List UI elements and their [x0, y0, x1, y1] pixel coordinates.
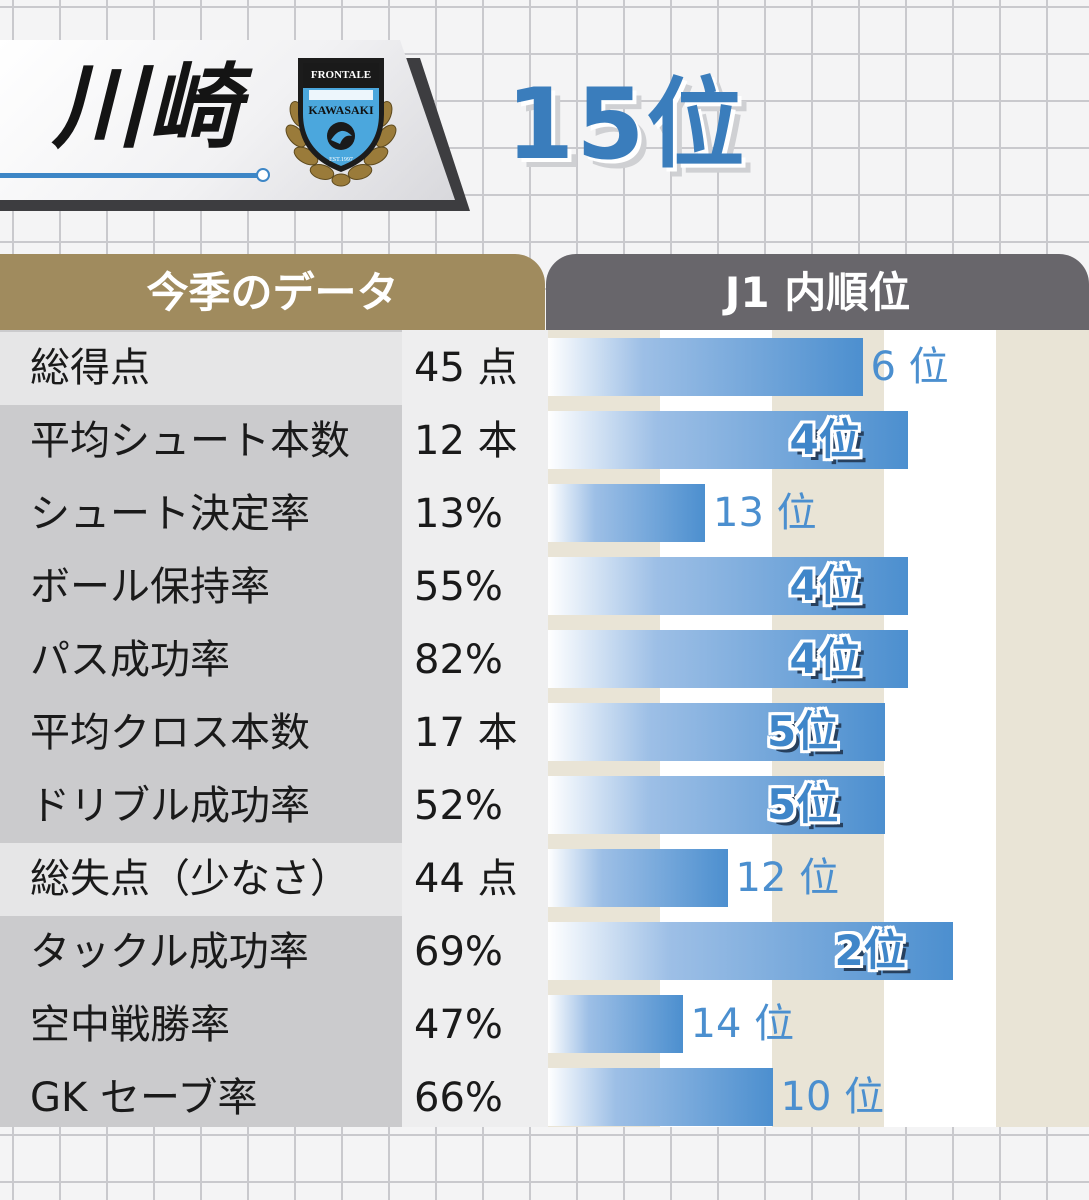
table-row: シュート決定率 13% 13 位: [0, 478, 1089, 551]
stat-label: タックル成功率: [30, 929, 309, 975]
stat-label: 平均クロス本数: [30, 710, 310, 756]
team-crest-logo: FRONTALE KAWASAKI EST.1997: [285, 58, 397, 187]
rank-bar: [548, 338, 863, 396]
rank-bar: [548, 630, 908, 688]
table-row: 総失点（少なさ） 44 点 12 位: [0, 843, 1089, 916]
stat-label: GK セーブ率: [30, 1075, 258, 1121]
overall-rank: 15位: [506, 68, 747, 182]
rank-bar: [548, 1068, 773, 1126]
rank-label: 5位: [767, 707, 839, 756]
stat-label: ボール保持率: [30, 564, 270, 610]
rank-label: 14 位: [690, 1001, 795, 1047]
season-data-header-text: 今季のデータ: [146, 268, 399, 317]
stat-value: 47%: [414, 1002, 503, 1048]
team-name: 川崎: [52, 54, 245, 161]
rank-bar: [548, 411, 908, 469]
stat-value: 17 本: [414, 710, 518, 756]
table-row: 平均クロス本数 17 本 5位: [0, 697, 1089, 770]
table-row: GK セーブ率 66% 10 位: [0, 1062, 1089, 1135]
league-rank-header-text: J1 内順位: [724, 268, 911, 317]
stat-label: 平均シュート本数: [30, 418, 350, 464]
accent-line: [0, 173, 262, 178]
label-column-bg: [0, 330, 402, 1127]
rank-label: 4位: [789, 561, 861, 610]
table-row: 総得点 45 点 6 位: [0, 332, 1089, 405]
rank-label: 5位: [767, 780, 839, 829]
svg-text:FRONTALE: FRONTALE: [311, 69, 371, 81]
svg-text:KAWASAKI: KAWASAKI: [308, 103, 374, 117]
league-rank-header: J1 内順位: [546, 254, 1089, 330]
rank-label: 10 位: [780, 1074, 885, 1120]
table-row: ボール保持率 55% 4位: [0, 551, 1089, 624]
stat-value: 69%: [414, 929, 503, 975]
rank-bar: [548, 922, 953, 980]
value-column-bg: [402, 330, 548, 1127]
rank-label: 12 位: [735, 855, 840, 901]
rank-bar: [548, 776, 885, 834]
table-row: 空中戦勝率 47% 14 位: [0, 989, 1089, 1062]
stat-label: シュート決定率: [30, 491, 310, 537]
rank-label: 2位: [834, 926, 906, 975]
stat-label: パス成功率: [30, 637, 230, 683]
stat-value: 45 点: [414, 345, 518, 391]
row-label-highlight: [0, 843, 402, 916]
stat-label: 総得点: [30, 345, 150, 391]
rank-bar: [548, 995, 683, 1053]
rank-label: 13 位: [713, 490, 817, 536]
table-row: 平均シュート本数 12 本 4位: [0, 405, 1089, 478]
rank-label: 6 位: [870, 344, 949, 390]
stat-value: 12 本: [414, 418, 518, 464]
svg-text:EST.1997: EST.1997: [329, 157, 353, 163]
rank-bar: [548, 703, 885, 761]
stat-value: 66%: [414, 1075, 503, 1121]
table-row: ドリブル成功率 52% 5位: [0, 770, 1089, 843]
stat-label: 空中戦勝率: [30, 1002, 230, 1048]
rank-bar: [548, 849, 728, 907]
table-row: タックル成功率 69% 2位: [0, 916, 1089, 989]
stat-value: 44 点: [414, 856, 518, 902]
stat-value: 52%: [414, 783, 503, 829]
stat-value: 82%: [414, 637, 503, 683]
rank-bar: [548, 557, 908, 615]
stat-value: 13%: [414, 491, 503, 537]
stat-label: ドリブル成功率: [30, 783, 310, 829]
rank-label: 4位: [789, 634, 861, 683]
row-label-highlight: [0, 332, 402, 405]
season-data-header: 今季のデータ: [0, 254, 545, 330]
stat-label: 総失点（少なさ）: [30, 856, 350, 902]
stat-value: 55%: [414, 564, 503, 610]
accent-dot: [256, 168, 270, 182]
table-row: パス成功率 82% 4位: [0, 624, 1089, 697]
rank-bar: [548, 484, 705, 542]
rank-label: 4位: [789, 415, 861, 464]
